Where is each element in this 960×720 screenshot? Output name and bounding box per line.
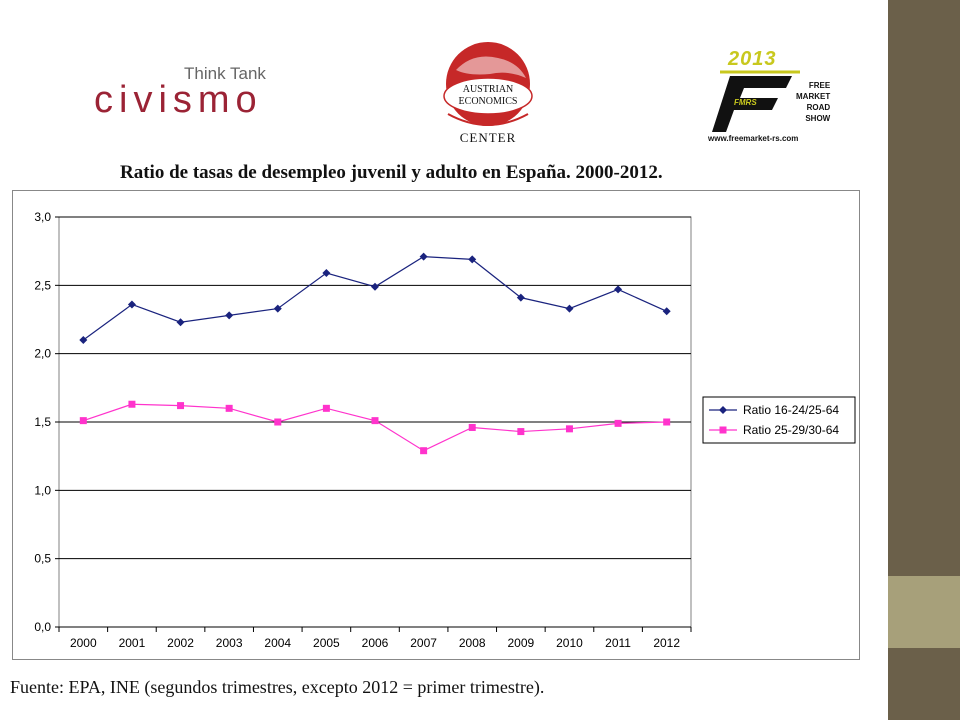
- x-tick-label: 2006: [362, 636, 389, 650]
- source-note: Fuente: EPA, INE (segundos trimestres, e…: [10, 677, 545, 697]
- x-tick-label: 2007: [410, 636, 437, 650]
- fmrs-words: FREE MARKET ROAD SHOW: [796, 81, 831, 123]
- legend: [702, 396, 856, 444]
- civismo-tagline: Think Tank: [184, 64, 266, 83]
- data-point-series-2: [128, 400, 136, 408]
- data-point-series-2: [517, 428, 525, 436]
- side-band-middle: [888, 576, 960, 648]
- globe-icon: [443, 42, 533, 126]
- x-tick-label: 2012: [653, 636, 680, 650]
- data-point-series-1: [322, 269, 331, 278]
- austrian-logo-center: CENTER: [459, 130, 517, 145]
- y-tick-label: 0,5: [34, 552, 51, 566]
- data-point-series-1: [371, 282, 379, 291]
- slide: Think Tank civismo AUSTRIAN ECONOMICS CE…: [0, 0, 888, 720]
- data-point-series-1: [614, 285, 623, 294]
- data-point-series-1: [127, 300, 136, 309]
- data-point-series-1: [225, 311, 234, 320]
- fmrs-emblem-icon: [712, 70, 800, 132]
- data-point-series-2: [614, 419, 622, 427]
- x-tick-label: 2000: [70, 636, 97, 650]
- data-point-series-2: [79, 417, 87, 425]
- austrian-logo-lines: AUSTRIAN ECONOMICS: [458, 84, 518, 107]
- data-point-series-2: [565, 425, 573, 433]
- x-tick-label: 2008: [459, 636, 486, 650]
- legend-marker-2: [719, 426, 727, 434]
- fmrs-logo: 2013 FMRS FREE MARKET ROAD SHOW www.free…: [700, 36, 830, 146]
- data-point-series-2: [663, 418, 671, 426]
- x-tick-label: 2004: [264, 636, 291, 650]
- side-band-bottom: [888, 648, 960, 720]
- x-tick-label: 2009: [507, 636, 534, 650]
- data-point-series-1: [419, 252, 428, 261]
- x-tick-label: 2003: [216, 636, 243, 650]
- data-point-series-2: [420, 447, 428, 455]
- data-point-series-1: [662, 307, 671, 316]
- x-tick-label: 2005: [313, 636, 340, 650]
- y-tick-label: 3,0: [34, 210, 51, 224]
- austrian-economics-logo: AUSTRIAN ECONOMICS CENTER: [438, 40, 538, 150]
- x-tick-label: 2001: [119, 636, 146, 650]
- data-point-series-1: [176, 318, 185, 327]
- y-tick-label: 2,0: [34, 347, 51, 361]
- data-point-series-2: [468, 423, 476, 431]
- fmrs-url: www.freemarket-rs.com: [708, 134, 799, 143]
- data-point-series-1: [273, 304, 282, 313]
- data-point-series-2: [177, 402, 185, 410]
- y-tick-label: 0,0: [34, 620, 51, 634]
- legend-label-2: Ratio 25-29/30-64: [743, 423, 839, 437]
- x-tick-label: 2002: [167, 636, 194, 650]
- y-tick-label: 1,5: [34, 415, 51, 429]
- fmrs-badge: FMRS: [734, 98, 757, 107]
- line-chart: 0,0 0,5 1,0 1,5 2,0 2,5 3,0 2000 2001 2002 2003 200…: [34, 210, 856, 650]
- data-point-series-1: [79, 336, 88, 344]
- y-tick-label: 2,5: [34, 278, 51, 292]
- y-tick-label: 1,0: [34, 483, 51, 497]
- fmrs-year: 2013: [728, 48, 777, 70]
- civismo-logo: Think Tank civismo: [92, 64, 292, 124]
- data-point-series-1: [516, 293, 525, 302]
- data-point-series-2: [225, 404, 233, 412]
- data-point-series-1: [468, 255, 477, 264]
- data-point-series-2: [322, 404, 330, 412]
- data-point-series-2: [274, 418, 282, 426]
- x-tick-label: 2010: [556, 636, 583, 650]
- legend-marker-1: [719, 406, 727, 414]
- data-point-series-2: [371, 417, 379, 425]
- series-line-1: [82, 256, 667, 341]
- x-tick-label: 2011: [605, 636, 631, 650]
- side-band-top: [888, 0, 960, 576]
- chart-frame: 0,0 0,5 1,0 1,5 2,0 2,5 3,0 2000 2001 2002 2003 200…: [12, 190, 860, 660]
- series-line-2: [83, 403, 667, 452]
- civismo-wordmark: civismo: [94, 79, 263, 121]
- chart-title: Ratio de tasas de desempleo juvenil y ad…: [120, 162, 663, 183]
- data-point-series-1: [565, 304, 574, 313]
- legend-label-1: Ratio 16-24/25-64: [743, 403, 839, 417]
